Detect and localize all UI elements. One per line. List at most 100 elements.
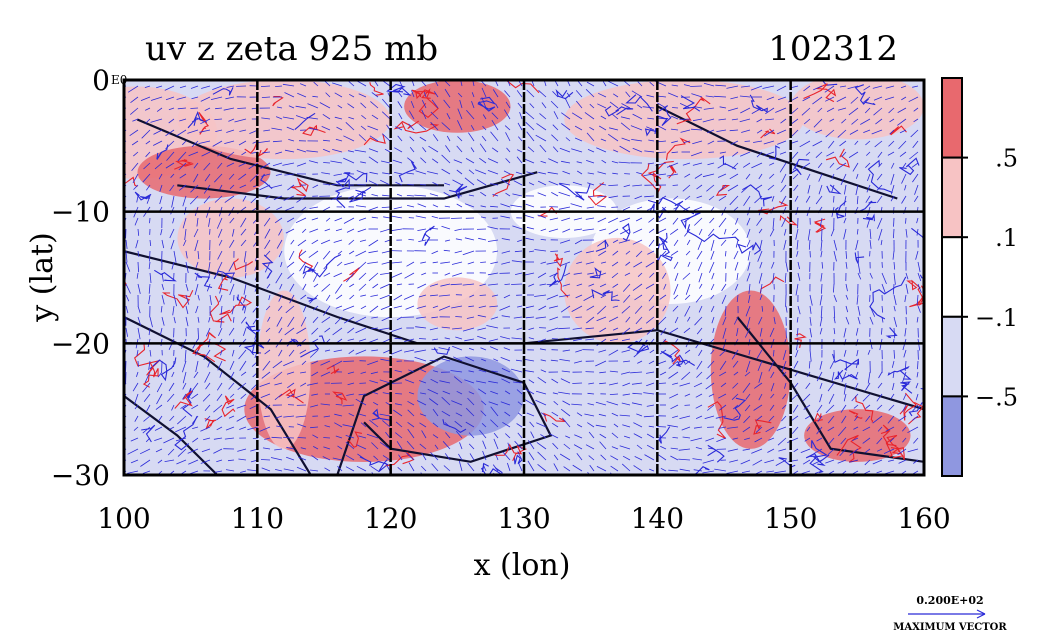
wind-vector: [776, 426, 787, 431]
wind-vector: [854, 140, 859, 146]
vorticity-region-12: [710, 290, 791, 449]
wind-vector: [113, 240, 114, 245]
wind-vector: [470, 147, 475, 153]
wind-vector: [432, 408, 439, 417]
height-contour-7: [736, 316, 924, 463]
wind-vector: [101, 317, 102, 323]
wind-vector: [586, 160, 595, 164]
wind-vector: [370, 101, 379, 109]
wind-vector: [368, 148, 379, 153]
wind-vector: [408, 110, 415, 120]
wind-vector: [679, 382, 691, 387]
wind-vector: [215, 107, 223, 110]
wind-vector: [140, 482, 150, 484]
wind-vector: [779, 482, 786, 484]
wind-vector: [177, 448, 187, 457]
wind-vector: [220, 305, 223, 315]
wind-vector: [913, 195, 919, 203]
wind-vector: [719, 106, 727, 109]
vorticity-contour-93: [621, 223, 631, 242]
wind-vector: [893, 327, 896, 339]
wind-vector: [216, 217, 223, 229]
wind-vector: [102, 251, 103, 261]
wind-vector: [311, 393, 319, 396]
wind-vector: [576, 170, 583, 175]
wind-vector: [202, 393, 211, 402]
wind-vector: [915, 382, 919, 389]
vorticity-contour-52: [789, 158, 810, 176]
wind-vector: [867, 173, 871, 182]
wind-vector: [795, 283, 799, 296]
wind-vector: [169, 426, 175, 430]
wind-vector: [905, 316, 907, 325]
wind-vector: [566, 488, 570, 493]
wind-vector: [456, 390, 463, 395]
wind-vector: [331, 360, 343, 368]
wind-vector: [231, 305, 235, 315]
wind-vector: [428, 398, 439, 406]
wind-vector: [209, 294, 212, 305]
wind-vector: [845, 250, 847, 259]
wind-vector: [684, 195, 691, 201]
wind-vector: [150, 118, 163, 123]
wind-vector: [681, 371, 691, 380]
wind-vector: [912, 415, 919, 421]
wind-vector: [499, 305, 511, 311]
wind-vector: [312, 316, 319, 323]
wind-vector: [567, 477, 570, 482]
vorticity-contour-14: [826, 184, 842, 195]
wind-vector: [156, 85, 163, 89]
wind-vector: [395, 181, 403, 186]
wind-vector: [780, 195, 787, 205]
wind-vector: [452, 272, 463, 277]
wind-vector: [103, 97, 114, 102]
wind-vector: [611, 261, 619, 267]
wind-vector: [274, 382, 283, 386]
wind-vector: [612, 283, 619, 288]
wind-vector: [637, 81, 643, 87]
wind-vector: [487, 226, 499, 230]
vorticity-contour-133: [393, 120, 420, 130]
wind-vector: [100, 383, 102, 394]
vorticity-contour-130: [161, 290, 194, 309]
wind-vector: [259, 481, 270, 482]
wind-vector: [204, 371, 211, 383]
wind-vector: [482, 450, 487, 461]
wind-vector: [480, 191, 487, 197]
wind-vector: [815, 195, 823, 205]
wind-vector: [445, 486, 451, 493]
vorticity-contour-9: [662, 240, 670, 256]
wind-vector: [372, 283, 379, 289]
wind-vector: [97, 108, 102, 111]
wind-vector: [705, 437, 715, 442]
wind-vector: [848, 107, 859, 116]
wind-vector: [379, 441, 391, 450]
wind-vector: [171, 404, 175, 411]
wind-vector: [528, 182, 535, 186]
wind-vector: [907, 426, 919, 434]
wind-vector: [185, 250, 188, 259]
wind-vector: [418, 294, 427, 298]
wind-vector: [514, 250, 523, 253]
wind-vector: [757, 482, 762, 483]
wind-vector: [528, 337, 535, 340]
wind-vector: [274, 393, 283, 401]
vorticity-contour-49: [668, 164, 677, 179]
colorbar-swatch-0: [941, 77, 963, 159]
wind-vector: [506, 147, 511, 153]
wind-vector: [857, 261, 861, 274]
wind-vector: [540, 412, 547, 417]
wind-vector: [200, 96, 211, 102]
wind-vector: [348, 239, 355, 245]
wind-vector: [418, 338, 427, 340]
wind-vector: [284, 477, 294, 482]
wind-vector: [620, 116, 631, 120]
wind-vector: [612, 305, 619, 308]
wind-vector: [598, 349, 607, 353]
y-tick-label--30: −30: [51, 459, 110, 492]
wind-vector: [825, 96, 835, 102]
wind-vector: [790, 482, 798, 488]
wind-vector: [711, 316, 715, 324]
vorticity-contour-23: [625, 94, 653, 112]
wind-vector: [503, 170, 511, 175]
